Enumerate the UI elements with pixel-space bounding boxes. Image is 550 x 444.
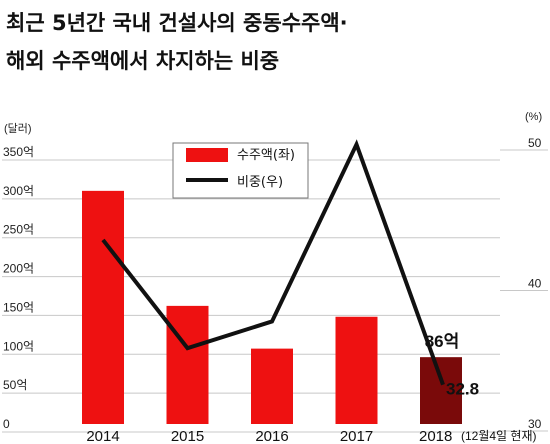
left-tick-label: 200억 [3,262,34,276]
bar-2018 [420,357,462,424]
left-tick-label: 150억 [3,300,34,314]
bar-2015 [166,305,209,424]
legend-label-line: 비중(우) [237,175,283,190]
legend: 수주액(좌) 비중(우) [172,142,309,199]
right-tick-label: 30 [528,417,542,431]
left-axis-unit: (달러) [4,122,32,135]
right-tick-label: 40 [528,277,542,291]
legend-label-bar: 수주액(좌) [237,148,295,163]
line-value-label: 32.8 [446,380,479,399]
x-tick-label: 2015 [171,428,204,444]
x-tick-label: 2017 [340,428,373,444]
x-tick-note: (12월4일 현재) [461,429,537,443]
ticks-layer: 0 50억 100억 150억 200억 250억 300억 350억 30 40 50 2014 20… [3,136,542,444]
left-tick-label: 100억 [3,339,34,353]
chart-title-line1: 최근 5년간 국내 건설사의 중동수주액· [6,11,348,35]
chart-title-line2: 해외 수주액에서 차지하는 비중 [6,49,279,73]
right-axis-unit: (%) [525,111,542,123]
left-tick-label: 350억 [3,145,34,159]
line-layer [101,139,445,386]
left-tick-label: 0 [3,417,10,431]
left-tick-label: 300억 [3,184,34,198]
bar-value-label: 86억 [425,332,460,351]
bar-2017 [335,316,378,424]
x-tick-label: 2014 [86,428,119,444]
legend-swatch-bar [186,148,228,162]
right-tick-label: 50 [528,136,542,150]
bars-layer [82,190,462,424]
left-tick-label: 250억 [3,223,34,237]
bar-2016 [251,348,293,424]
left-tick-label: 50억 [3,378,27,392]
x-tick-label: 2016 [255,428,288,444]
x-tick-label: 2018 [419,428,452,444]
legend-swatch-line [186,178,228,182]
labels-layer: 86억 32.8 [425,332,479,398]
bar-2014 [82,190,124,424]
